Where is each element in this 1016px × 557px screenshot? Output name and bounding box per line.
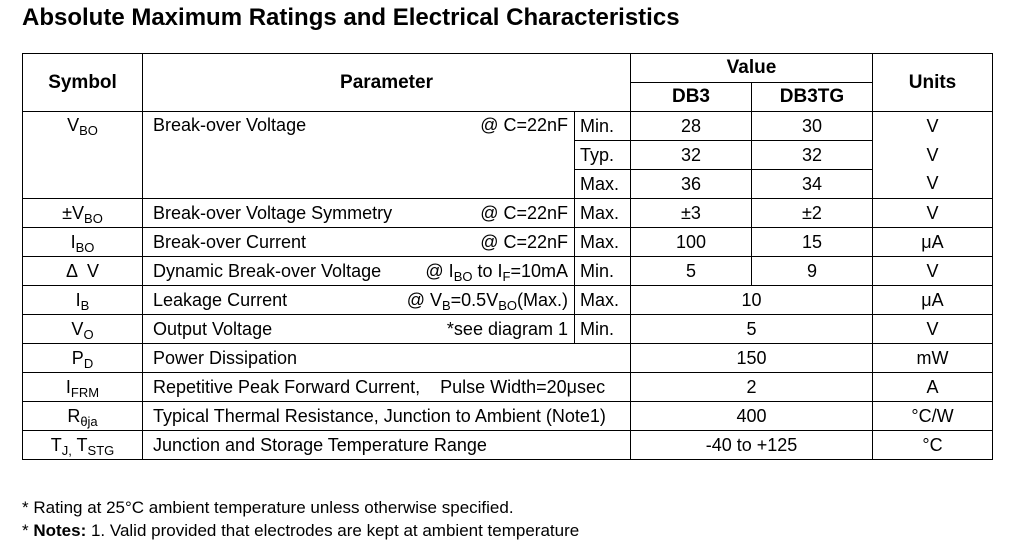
table-row: VO Output Voltage *see diagram 1 Min. 5 …: [22, 314, 993, 344]
unit-cell: V: [872, 169, 993, 199]
parameter-name: Dynamic Break-over Voltage: [153, 260, 382, 281]
db3-value: 28: [630, 111, 752, 141]
db3tg-value: 34: [751, 169, 873, 199]
table-row: TJ, TSTG Junction and Storage Temperatur…: [22, 430, 993, 460]
unit-cell: V: [872, 256, 993, 286]
unit-cell: V: [872, 111, 993, 141]
value-cell: 400: [630, 401, 873, 431]
value-cell: 150: [630, 343, 873, 373]
limit-cell: Max.: [574, 169, 631, 199]
parameter-condition: @ C=22nF: [480, 115, 568, 135]
unit-cell: mW: [872, 343, 993, 373]
parameter-name: Break-over Voltage Symmetry: [153, 202, 393, 223]
limit-cell: Max.: [574, 285, 631, 315]
symbol-cell: IBO: [22, 227, 143, 257]
parameter-condition: *see diagram 1: [446, 318, 568, 339]
parameter-cell: Break-over Current @ C=22nF: [142, 227, 575, 257]
parameter-name: Output Voltage: [153, 318, 273, 339]
parameter-condition: @ C=22nF: [480, 202, 568, 223]
header-db3tg: DB3TG: [751, 82, 873, 112]
unit-cell: °C: [872, 430, 993, 460]
limit-cell: Max.: [574, 227, 631, 257]
db3tg-value: 30: [751, 111, 873, 141]
table-row: Rθja Typical Thermal Resistance, Junctio…: [22, 401, 993, 431]
unit-cell: μA: [872, 285, 993, 315]
table-row: Δ V Dynamic Break-over Voltage @ IBO to …: [22, 256, 993, 286]
value-cell: -40 to +125: [630, 430, 873, 460]
unit-cell: V: [872, 140, 993, 170]
db3-value: 5: [630, 256, 752, 286]
symbol-cell: PD: [22, 343, 143, 373]
parameter-cell: Dynamic Break-over Voltage @ IBO to IF=1…: [142, 256, 575, 286]
header-symbol: Symbol: [22, 53, 143, 112]
parameter-cell: Power Dissipation: [142, 343, 631, 373]
parameter-name: Leakage Current: [153, 289, 288, 310]
unit-cell: μA: [872, 227, 993, 257]
table-row: PD Power Dissipation 150 mW: [22, 343, 993, 373]
limit-cell: Min.: [574, 256, 631, 286]
symbol-cell: Δ V: [22, 256, 143, 286]
footnote-rating: * Rating at 25°C ambient temperature unl…: [22, 498, 514, 517]
parameter-cell: Break-over Voltage Symmetry @ C=22nF: [142, 198, 575, 228]
ratings-table: Symbol Parameter Value Units DB3 DB3TG V…: [22, 53, 993, 460]
symbol-cell: TJ, TSTG: [22, 430, 143, 460]
db3-value: 32: [630, 140, 752, 170]
limit-cell: Min.: [574, 314, 631, 344]
parameter-cell: Break-over Voltage @ C=22nF: [142, 111, 575, 199]
table-row: IBO Break-over Current @ C=22nF Max. 100…: [22, 227, 993, 257]
parameter-cell: Junction and Storage Temperature Range: [142, 430, 631, 460]
parameter-name: Break-over Current: [153, 231, 307, 252]
db3-value: 100: [630, 227, 752, 257]
symbol-cell: VBO: [22, 111, 143, 199]
value-cell: 10: [630, 285, 873, 315]
limit-cell: Typ.: [574, 140, 631, 170]
db3-value: ±3: [630, 198, 752, 228]
footnotes: * Rating at 25°C ambient temperature unl…: [22, 496, 579, 542]
parameter-name: Break-over Voltage: [153, 115, 307, 135]
header-value: Value: [630, 53, 873, 83]
parameter-cell: Output Voltage *see diagram 1: [142, 314, 575, 344]
parameter-cell: Leakage Current @ VB=0.5VBO(Max.): [142, 285, 575, 315]
header-db3: DB3: [630, 82, 752, 112]
header-parameter: Parameter: [142, 53, 631, 112]
symbol-cell: VO: [22, 314, 143, 344]
db3-value: 36: [630, 169, 752, 199]
table-row: VBO Break-over Voltage @ C=22nF Min. 28 …: [22, 111, 993, 199]
table-row: ±VBO Break-over Voltage Symmetry @ C=22n…: [22, 198, 993, 228]
page-title: Absolute Maximum Ratings and Electrical …: [22, 4, 680, 31]
symbol-cell: Rθja: [22, 401, 143, 431]
value-cell: 2: [630, 372, 873, 402]
limit-cell: Min.: [574, 111, 631, 141]
db3tg-value: 9: [751, 256, 873, 286]
table-row: IB Leakage Current @ VB=0.5VBO(Max.) Max…: [22, 285, 993, 315]
symbol-cell: ±VBO: [22, 198, 143, 228]
table-row: Typ. 32 32 V: [23, 140, 993, 170]
header-subrow: DB3 DB3TG: [23, 82, 993, 112]
db3tg-value: 15: [751, 227, 873, 257]
db3tg-value: ±2: [751, 198, 873, 228]
table-row: Max. 36 34 V: [23, 169, 993, 199]
header-units: Units: [872, 53, 993, 112]
header-row: Symbol Parameter Value Units: [22, 53, 993, 112]
footnote-notes: * Notes: 1. Valid provided that electrod…: [22, 521, 580, 540]
parameter-cell: Typical Thermal Resistance, Junction to …: [142, 401, 631, 431]
parameter-condition: @ C=22nF: [480, 231, 568, 252]
symbol-cell: IB: [22, 285, 143, 315]
db3tg-value: 32: [751, 140, 873, 170]
unit-cell: V: [872, 314, 993, 344]
unit-cell: V: [872, 198, 993, 228]
table-row: IFRM Repetitive Peak Forward Current, Pu…: [22, 372, 993, 402]
parameter-condition: @ VB=0.5VBO(Max.): [406, 289, 568, 313]
unit-cell: °C/W: [872, 401, 993, 431]
parameter-condition: @ IBO to IF=10mA: [425, 260, 568, 284]
limit-cell: Max.: [574, 198, 631, 228]
parameter-cell: Repetitive Peak Forward Current, Pulse W…: [142, 372, 631, 402]
unit-cell: A: [872, 372, 993, 402]
value-cell: 5: [630, 314, 873, 344]
symbol-cell: IFRM: [22, 372, 143, 402]
